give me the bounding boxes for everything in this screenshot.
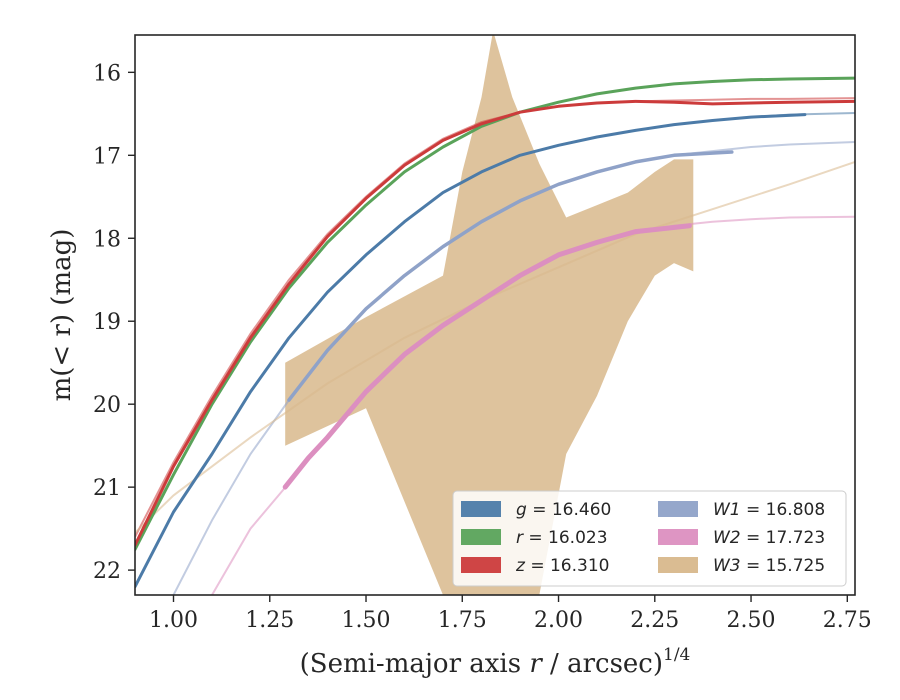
legend: g = 16.460 r = 16.023 z = 16.310 W1 = 16.80… xyxy=(452,490,847,587)
legend-box xyxy=(452,490,847,587)
data-curve-r xyxy=(135,76,855,551)
y-tick-label: 16 xyxy=(93,61,121,86)
legend-label-W2: W2 = 17.723 xyxy=(713,528,825,548)
legend-label-W1: W1 = 16.808 xyxy=(713,500,825,520)
legend-label-z: z = 16.310 xyxy=(515,556,609,576)
model-curve-z xyxy=(135,97,855,538)
legend-label-W3: W3 = 15.725 xyxy=(713,556,825,576)
x-tick-label: 2.00 xyxy=(534,608,583,633)
y-tick-label: 21 xyxy=(93,476,121,501)
y-tick-label: 19 xyxy=(93,310,121,335)
legend-swatch-W2 xyxy=(658,529,698,545)
y-tick-label: 17 xyxy=(93,144,121,169)
y-tick-label: 22 xyxy=(93,559,121,584)
y-tick-label: 20 xyxy=(93,393,121,418)
data-curve-g xyxy=(135,113,807,589)
data-curves xyxy=(135,76,855,589)
legend-label-g: g = 16.460 xyxy=(516,500,611,520)
legend-swatch-r xyxy=(461,529,501,545)
band-W3 xyxy=(285,35,694,595)
y-axis-ticks: 16 17 18 19 20 21 22 xyxy=(93,61,135,584)
error-bands xyxy=(285,35,694,595)
legend-swatch-z xyxy=(461,557,501,573)
data-curve-W1 xyxy=(287,150,734,402)
x-tick-label: 2.50 xyxy=(727,608,776,633)
x-tick-label: 1.75 xyxy=(438,608,487,633)
x-tick-label: 2.75 xyxy=(823,608,872,633)
legend-label-r: r = 16.023 xyxy=(516,528,608,548)
y-tick-label: 18 xyxy=(93,227,121,252)
x-tick-label: 2.25 xyxy=(630,608,679,633)
x-tick-label: 1.50 xyxy=(342,608,391,633)
x-tick-label: 1.25 xyxy=(245,608,294,633)
y-axis-title: m(< r) (mag) xyxy=(47,229,77,402)
plot-frame xyxy=(134,34,856,596)
data-curve-z xyxy=(135,99,855,547)
x-axis-title: (Semi-major axis r / arcsec)1/4 xyxy=(300,645,691,679)
legend-swatch-g xyxy=(461,501,501,517)
legend-swatch-W3 xyxy=(658,557,698,573)
x-tick-label: 1.00 xyxy=(149,608,198,633)
legend-swatch-W1 xyxy=(658,501,698,517)
data-curve-W2 xyxy=(282,223,692,490)
x-axis-ticks: 1.00 1.25 1.50 1.75 2.00 2.25 2.50 2.75 xyxy=(149,595,872,633)
